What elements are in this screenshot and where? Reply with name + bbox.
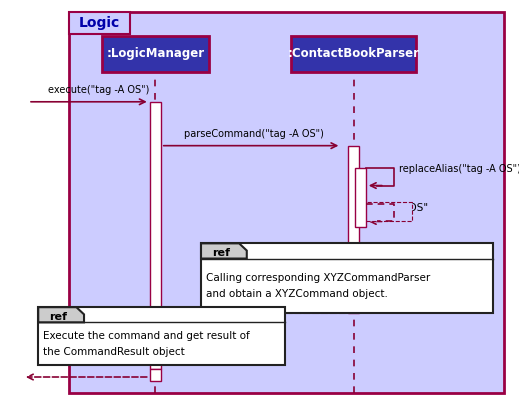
Bar <box>348 146 359 313</box>
Text: :ContactBookParser: :ContactBookParser <box>288 48 419 60</box>
Bar <box>69 12 130 34</box>
Text: ref: ref <box>212 248 230 258</box>
Text: Execute the command and get result of: Execute the command and get result of <box>43 331 250 341</box>
Text: "tagall OS": "tagall OS" <box>371 204 428 214</box>
Text: Logic: Logic <box>79 16 120 30</box>
Bar <box>149 369 161 381</box>
Bar <box>69 12 503 393</box>
Bar <box>354 168 366 228</box>
Text: the CommandResult object: the CommandResult object <box>43 347 185 357</box>
Bar <box>353 202 412 221</box>
Text: Calling corresponding XYZCommandParser: Calling corresponding XYZCommandParser <box>206 273 430 283</box>
Text: ref: ref <box>50 312 67 322</box>
Polygon shape <box>201 243 247 258</box>
Text: command: command <box>228 297 280 307</box>
Text: and obtain a XYZCommand object.: and obtain a XYZCommand object. <box>206 289 388 299</box>
Bar <box>149 102 161 369</box>
Text: parseCommand("tag -A OS"): parseCommand("tag -A OS") <box>184 129 324 139</box>
Text: :LogicManager: :LogicManager <box>106 48 204 60</box>
Bar <box>102 36 209 72</box>
Bar <box>201 243 494 313</box>
Bar <box>291 36 416 72</box>
Text: execute("tag -A OS"): execute("tag -A OS") <box>48 85 150 94</box>
Bar <box>38 307 285 365</box>
Polygon shape <box>38 307 84 322</box>
Text: replaceAlias("tag -A OS"): replaceAlias("tag -A OS") <box>399 164 519 174</box>
